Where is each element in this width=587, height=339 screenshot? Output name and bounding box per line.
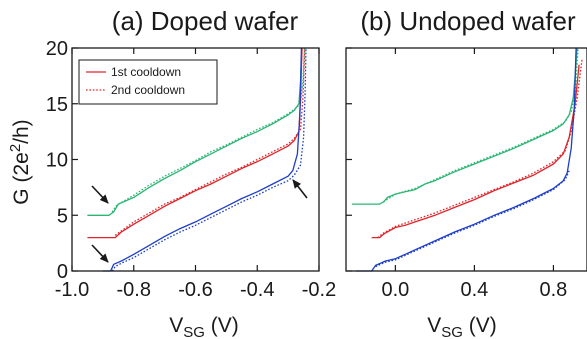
panel-a-x-axis-label: VSG (V) [169,314,239,339]
panel-b-series-4-solid-line [355,47,577,272]
panel-a: -1.0 -0.8 -0.6 -0.4 -0.2 0 5 10 15 20 [46,38,336,301]
panel-a-series-4-solid-line [102,47,303,272]
legend-entry-2nd-cooldown: 2nd cooldown [111,83,185,97]
panel-b-series-3-dotted-line [377,59,583,239]
panel-b-x-tick-label: 0.0 [381,279,409,301]
panel-a-y-tick-label: 5 [57,205,68,227]
panel-a-x-tick-label: -0.2 [302,279,336,301]
panel-b: 0.0 0.4 0.8 [345,47,587,301]
annotation-arrow-lower [91,244,109,263]
y-axis-label-end: /h) [10,119,33,144]
legend-entry-1st-cooldown: 1st cooldown [111,65,181,79]
panel-a-x-tick-label: -1.0 [55,279,89,301]
panel-b-series-5-dotted-line [375,170,570,268]
panel-b-title: (b) Undoped wafer [360,6,576,36]
panel-a-series-1-dotted-line [111,47,306,213]
y-axis-label-superscript: 2 [7,144,24,152]
panel-a-x-tick-label: -0.6 [178,279,212,301]
legend-box [78,59,218,105]
panel-a-series-3-dotted-line [114,47,306,236]
panel-a-y-tick-label: 10 [46,150,68,172]
panel-a-series-0-solid-line [87,47,303,216]
panel-a-y-tick-label: 15 [46,94,68,116]
panel-a-x-tick-label: -0.4 [240,279,274,301]
annotation-arrow-right [292,179,308,199]
panel-a-title: (a) Doped wafer [112,6,299,36]
panel-a-y-tick-label: 0 [57,261,68,283]
panel-b-series-1-dotted-line [383,47,579,203]
panel-a-series-5-dotted-line [111,47,307,272]
y-axis-label-main: G (2e [10,152,33,205]
y-axis-label: G (2e2/h) [7,119,33,204]
panel-b-x-tick-label: 0.4 [460,279,488,301]
annotation-arrow-upper [91,185,109,204]
legend: 1st cooldown 2nd cooldown [78,59,218,105]
panel-b-x-tick-label: 0.8 [540,279,568,301]
panel-b-frame [345,47,587,272]
panel-b-series-0-solid-line [351,47,578,205]
panel-a-y-tick-label: 20 [46,38,68,60]
panel-b-x-axis-label: VSG (V) [427,314,497,339]
panel-a-x-tick-label: -0.8 [117,279,151,301]
panel-a-series-2-solid-line [87,47,303,239]
panel-b-series-2-solid-line [371,64,580,239]
